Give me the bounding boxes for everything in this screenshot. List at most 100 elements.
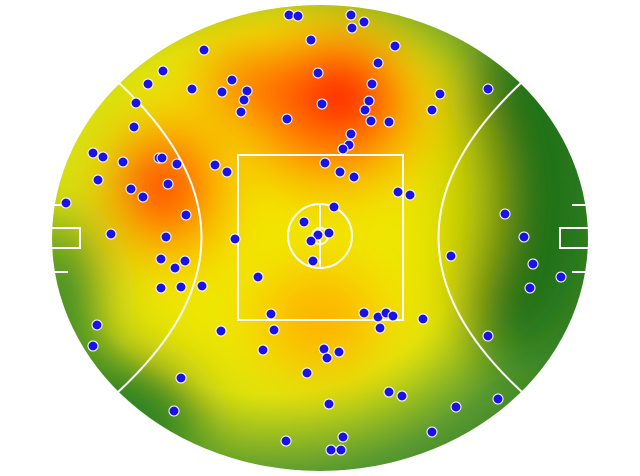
data-point	[280, 435, 292, 447]
data-point	[358, 16, 370, 28]
data-point	[348, 171, 360, 183]
data-point	[125, 183, 137, 195]
data-point	[92, 174, 104, 186]
data-point	[156, 152, 168, 164]
data-point	[117, 156, 129, 168]
data-point	[312, 67, 324, 79]
data-point	[482, 330, 494, 342]
data-point	[345, 128, 357, 140]
data-point	[365, 115, 377, 127]
data-point	[417, 313, 429, 325]
data-point	[318, 343, 330, 355]
data-point	[209, 159, 221, 171]
data-point	[335, 444, 347, 456]
data-point	[363, 95, 375, 107]
data-point	[346, 22, 358, 34]
data-point	[359, 104, 371, 116]
data-point	[216, 86, 228, 98]
data-point	[281, 113, 293, 125]
data-point	[265, 308, 277, 320]
data-point	[389, 40, 401, 52]
data-point	[396, 390, 408, 402]
data-point	[257, 344, 269, 356]
data-point	[196, 280, 208, 292]
data-point	[229, 233, 241, 245]
data-point	[372, 57, 384, 69]
data-point	[87, 147, 99, 159]
data-point	[387, 310, 399, 322]
data-point	[175, 372, 187, 384]
data-point	[333, 346, 345, 358]
data-point	[337, 431, 349, 443]
data-point	[157, 65, 169, 77]
data-point	[221, 166, 233, 178]
data-point	[374, 322, 386, 334]
data-point	[169, 262, 181, 274]
data-point	[171, 158, 183, 170]
data-point	[555, 271, 567, 283]
data-point	[180, 209, 192, 221]
data-point	[426, 104, 438, 116]
data-point	[334, 166, 346, 178]
data-point	[137, 191, 149, 203]
data-point	[404, 189, 416, 201]
data-point	[160, 231, 172, 243]
data-point	[518, 231, 530, 243]
data-point	[450, 401, 462, 413]
data-point	[87, 340, 99, 352]
data-point	[305, 235, 317, 247]
data-point	[168, 405, 180, 417]
data-point	[392, 186, 404, 198]
data-point	[337, 143, 349, 155]
data-point	[301, 367, 313, 379]
field-lines	[52, 81, 588, 393]
data-point	[175, 281, 187, 293]
data-point	[238, 94, 250, 106]
data-point	[252, 271, 264, 283]
data-point	[283, 9, 295, 21]
data-point	[482, 83, 494, 95]
data-point	[383, 386, 395, 398]
data-point	[323, 227, 335, 239]
data-point	[97, 151, 109, 163]
data-point	[383, 116, 395, 128]
data-point	[527, 258, 539, 270]
data-point	[155, 282, 167, 294]
data-point	[316, 98, 328, 110]
data-point	[321, 352, 333, 364]
data-point	[179, 255, 191, 267]
data-point	[292, 10, 304, 22]
data-point	[358, 307, 370, 319]
data-point	[328, 201, 340, 213]
data-point	[323, 398, 335, 410]
data-point	[426, 426, 438, 438]
data-point	[241, 85, 253, 97]
data-point	[128, 121, 140, 133]
data-point	[60, 197, 72, 209]
data-point	[162, 178, 174, 190]
data-point	[445, 250, 457, 262]
data-point	[307, 255, 319, 267]
data-point	[325, 444, 337, 456]
data-point	[298, 216, 310, 228]
data-point	[366, 78, 378, 90]
data-point	[499, 208, 511, 220]
data-point	[186, 83, 198, 95]
data-point	[492, 393, 504, 405]
data-point	[155, 253, 167, 265]
data-point	[268, 324, 280, 336]
data-point	[319, 157, 331, 169]
data-point	[130, 97, 142, 109]
data-point	[91, 319, 103, 331]
data-point	[524, 282, 536, 294]
data-point	[345, 9, 357, 21]
data-point	[142, 78, 154, 90]
data-point	[235, 106, 247, 118]
data-point	[305, 34, 317, 46]
data-point	[215, 325, 227, 337]
data-point	[312, 229, 324, 241]
data-point	[434, 88, 446, 100]
data-point	[105, 228, 117, 240]
data-point	[198, 44, 210, 56]
